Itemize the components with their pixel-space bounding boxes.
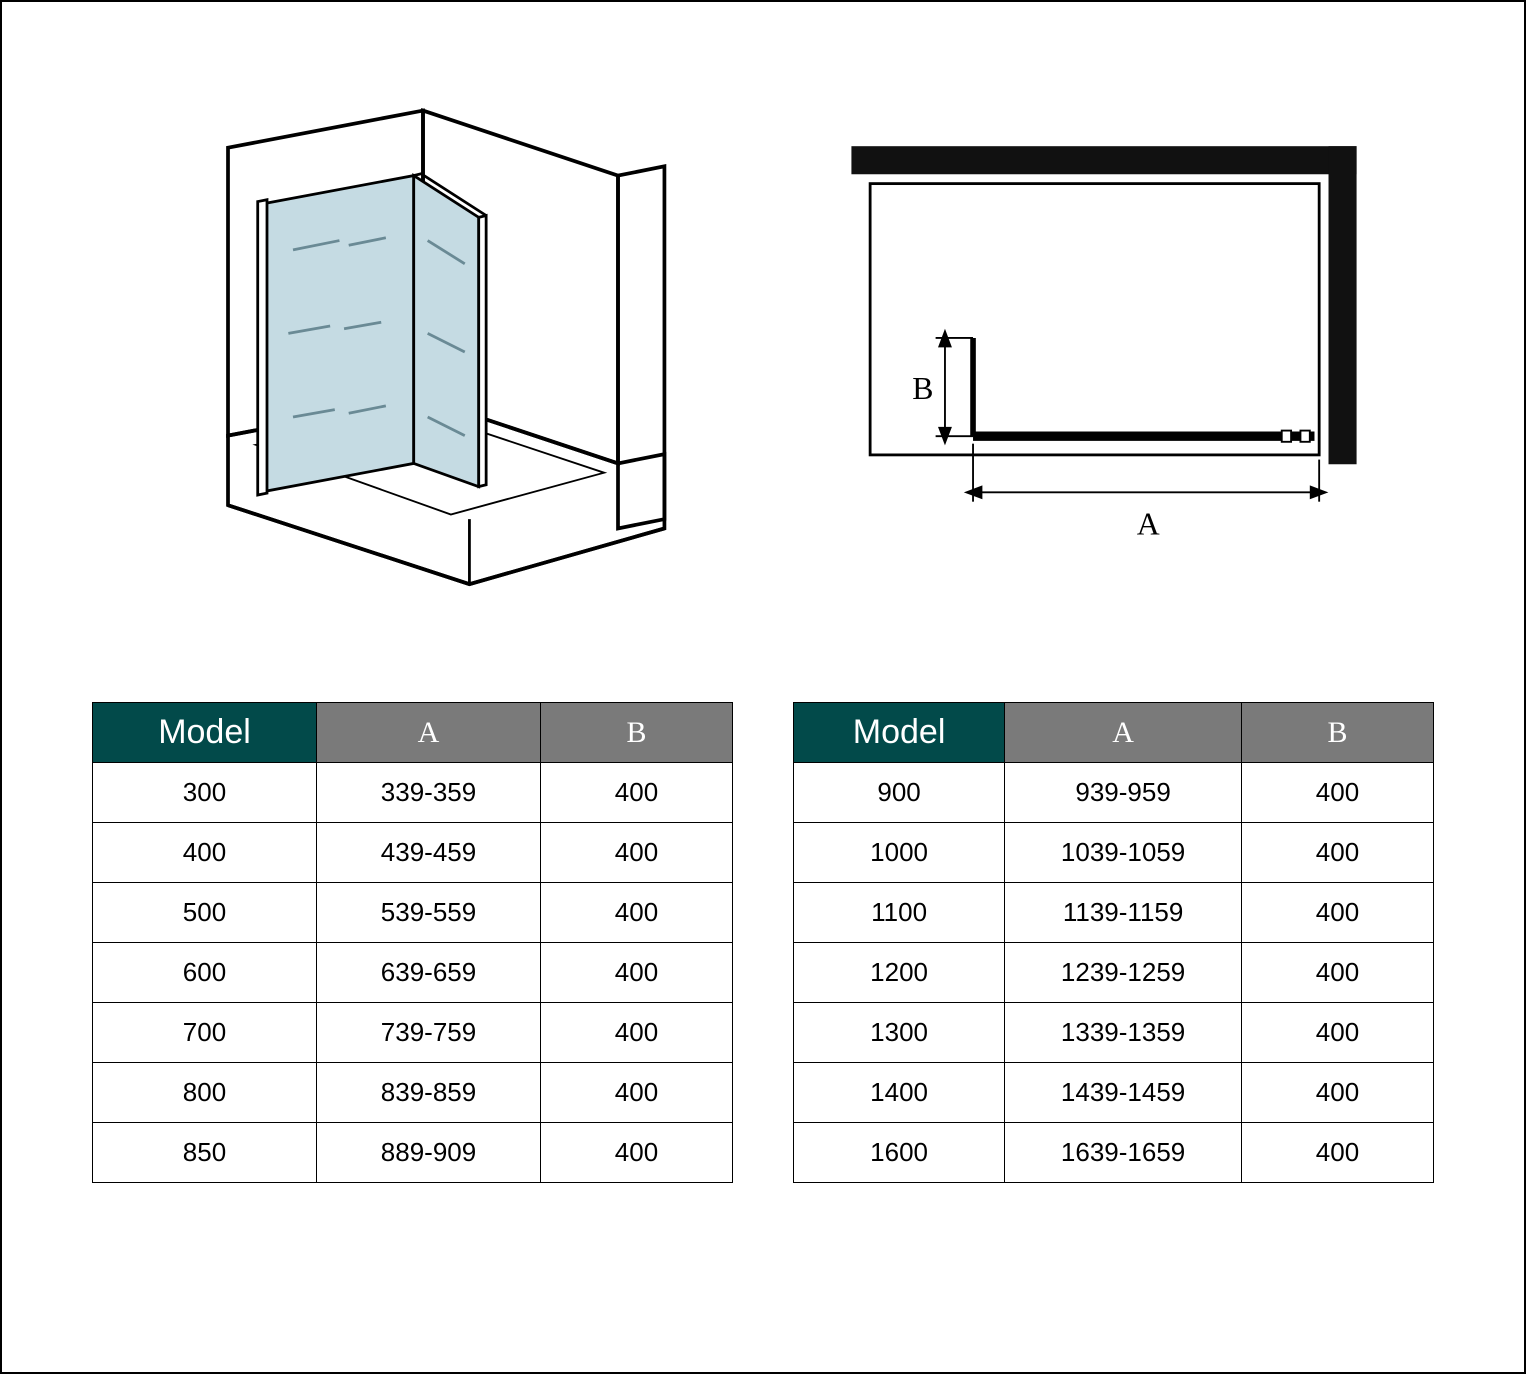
table-row: 500 539-559 400 xyxy=(93,883,733,943)
cell-b: 400 xyxy=(1241,763,1433,823)
cell-b: 400 xyxy=(541,1123,733,1183)
tables-row: Model A B 300 339-359 400 400 439-459 40… xyxy=(2,682,1524,1243)
table-row: 1100 1139-1159 400 xyxy=(794,883,1434,943)
table-row: 1600 1639-1659 400 xyxy=(794,1123,1434,1183)
cell-b: 400 xyxy=(541,1063,733,1123)
cell-b: 400 xyxy=(541,823,733,883)
table-row: 400 439-459 400 xyxy=(93,823,733,883)
cell-a: 1639-1659 xyxy=(1005,1123,1242,1183)
th-a: A xyxy=(317,703,541,763)
cell-b: 400 xyxy=(541,883,733,943)
th-b: B xyxy=(541,703,733,763)
cell-a: 1039-1059 xyxy=(1005,823,1242,883)
cell-a: 639-659 xyxy=(317,943,541,1003)
plan-svg: B A xyxy=(814,117,1394,587)
cell-b: 400 xyxy=(1241,823,1433,883)
spec-table-left: Model A B 300 339-359 400 400 439-459 40… xyxy=(92,702,733,1183)
table-row: 1400 1439-1459 400 xyxy=(794,1063,1434,1123)
table-row: 300 339-359 400 xyxy=(93,763,733,823)
cell-b: 400 xyxy=(541,763,733,823)
cell-b: 400 xyxy=(1241,1063,1433,1123)
cell-b: 400 xyxy=(1241,883,1433,943)
cell-b: 400 xyxy=(541,943,733,1003)
th-model: Model xyxy=(93,703,317,763)
cell-model: 500 xyxy=(93,883,317,943)
cell-b: 400 xyxy=(541,1003,733,1063)
cell-model: 1200 xyxy=(794,943,1005,1003)
cell-model: 800 xyxy=(93,1063,317,1123)
cell-model: 850 xyxy=(93,1123,317,1183)
cell-b: 400 xyxy=(1241,1003,1433,1063)
cell-model: 600 xyxy=(93,943,317,1003)
th-a: A xyxy=(1005,703,1242,763)
cell-a: 339-359 xyxy=(317,763,541,823)
cell-b: 400 xyxy=(1241,943,1433,1003)
table-row: 850 889-909 400 xyxy=(93,1123,733,1183)
plan-label-a: A xyxy=(1136,506,1159,541)
cell-model: 1600 xyxy=(794,1123,1005,1183)
cell-model: 900 xyxy=(794,763,1005,823)
cell-a: 1439-1459 xyxy=(1005,1063,1242,1123)
cell-a: 839-859 xyxy=(317,1063,541,1123)
table-row: 700 739-759 400 xyxy=(93,1003,733,1063)
table-row: 600 639-659 400 xyxy=(93,943,733,1003)
cell-a: 439-459 xyxy=(317,823,541,883)
cell-b: 400 xyxy=(1241,1123,1433,1183)
th-b: B xyxy=(1241,703,1433,763)
table-row: 1000 1039-1059 400 xyxy=(794,823,1434,883)
plan-diagram: B A xyxy=(763,62,1444,642)
table-row: 900 939-959 400 xyxy=(794,763,1434,823)
plan-label-b: B xyxy=(912,371,933,406)
table-row: 800 839-859 400 xyxy=(93,1063,733,1123)
table-row: 1300 1339-1359 400 xyxy=(794,1003,1434,1063)
cell-model: 1000 xyxy=(794,823,1005,883)
cell-a: 1339-1359 xyxy=(1005,1003,1242,1063)
th-model: Model xyxy=(794,703,1005,763)
page-frame: B A Model A B 300 339-359 400 xyxy=(0,0,1526,1374)
cell-model: 700 xyxy=(93,1003,317,1063)
cell-a: 1139-1159 xyxy=(1005,883,1242,943)
cell-a: 1239-1259 xyxy=(1005,943,1242,1003)
cell-a: 539-559 xyxy=(317,883,541,943)
spec-table-right: Model A B 900 939-959 400 1000 1039-1059… xyxy=(793,702,1434,1183)
cell-a: 889-909 xyxy=(317,1123,541,1183)
cell-model: 300 xyxy=(93,763,317,823)
cell-a: 939-959 xyxy=(1005,763,1242,823)
cell-a: 739-759 xyxy=(317,1003,541,1063)
cell-model: 1100 xyxy=(794,883,1005,943)
isometric-svg xyxy=(143,92,703,612)
table-row: 1200 1239-1259 400 xyxy=(794,943,1434,1003)
cell-model: 1300 xyxy=(794,1003,1005,1063)
cell-model: 400 xyxy=(93,823,317,883)
isometric-diagram xyxy=(82,62,763,642)
cell-model: 1400 xyxy=(794,1063,1005,1123)
diagram-row: B A xyxy=(2,2,1524,682)
